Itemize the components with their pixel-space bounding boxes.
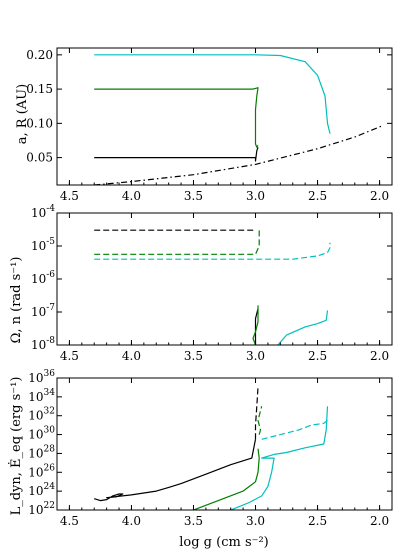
y-axis-label-top: a, R (AU) xyxy=(15,84,30,144)
y-tick-label: 10-7 xyxy=(31,303,55,319)
x-tick-label: 2.0 xyxy=(370,189,389,203)
x-tick-label: 4.0 xyxy=(122,514,141,528)
x-tick-label: 2.5 xyxy=(308,349,327,363)
y-tick-label: 0.15 xyxy=(26,82,53,96)
y-tick-label: 1028 xyxy=(28,444,55,460)
panel-luminosity: 4.5 4.0 3.5 3.0 2.5 2.0 1022 1024 1026 1028 1030 10… xyxy=(28,369,393,528)
plot-frame xyxy=(56,377,393,511)
series-line-1-3 xyxy=(254,308,259,345)
panel-angular-velocity: 4.5 4.0 3.5 3.0 2.5 2.0 10-8 10-7 10-6 10-5 10-4 xyxy=(31,204,393,363)
x-tick-label: 3.0 xyxy=(246,514,265,528)
series-line-2-2 xyxy=(230,406,329,510)
y-tick-label: 1034 xyxy=(28,388,55,404)
y-tick-label: 1024 xyxy=(28,482,55,498)
x-tick-label: 2.0 xyxy=(370,514,389,528)
series-line-2-1 xyxy=(193,448,260,510)
x-tick-label: 3.5 xyxy=(184,189,203,203)
plot-frame xyxy=(56,47,393,186)
y-axis-label-middle: Ω, n (rad s⁻¹) xyxy=(9,257,24,344)
y-tick-label: 10-8 xyxy=(31,336,55,352)
x-tick-label: 2.5 xyxy=(308,189,327,203)
x-tick-label: 3.0 xyxy=(246,349,265,363)
series-line-0-2 xyxy=(94,54,331,134)
x-axis-label: log g (cm s⁻²) xyxy=(179,535,269,550)
x-tick-label: 4.5 xyxy=(60,349,79,363)
y-tick-label: 1030 xyxy=(28,426,55,442)
x-tick-label: 2.5 xyxy=(308,514,327,528)
x-tick-label: 3.0 xyxy=(246,189,265,203)
y-tick-label: 1022 xyxy=(28,501,55,517)
y-axis-label-bottom: L_dyn, Ė_eq (erg s⁻¹) xyxy=(7,377,24,516)
y-tick-label: 0.05 xyxy=(26,151,53,165)
x-tick-label: 4.5 xyxy=(60,514,79,528)
x-tick-label: 4.5 xyxy=(60,189,79,203)
series-line-2-5 xyxy=(261,419,328,440)
y-tick-label: 10-5 xyxy=(31,237,55,253)
series-line-0-0 xyxy=(94,147,259,162)
series-line-2-3 xyxy=(254,387,259,440)
x-tick-label: 4.0 xyxy=(122,189,141,203)
y-tick-label: 1036 xyxy=(28,369,55,385)
series-line-1-5 xyxy=(277,310,329,345)
y-tick-label: 10-4 xyxy=(31,204,55,220)
y-tick-label: 0.20 xyxy=(26,48,53,62)
panel-orbit-radius: 4.5 4.0 3.5 3.0 2.5 2.0 0.05 0.10 0.15 0.20 xyxy=(26,47,393,203)
y-tick-label: 1032 xyxy=(28,407,55,423)
x-tick-label: 2.0 xyxy=(370,349,389,363)
series-line-2-4 xyxy=(257,406,263,435)
series-line-1-4 xyxy=(252,305,259,345)
x-tick-label: 4.0 xyxy=(122,349,141,363)
series-line-2-0 xyxy=(94,439,257,502)
plot-frame xyxy=(56,212,393,346)
x-tick-label: 3.5 xyxy=(184,514,203,528)
series-line-1-1 xyxy=(94,229,260,255)
series-line-1-2 xyxy=(94,242,331,260)
series-line-0-1 xyxy=(94,87,259,148)
y-tick-label: 1026 xyxy=(28,463,55,479)
series-line-0-3 xyxy=(94,124,384,185)
y-tick-label: 10-6 xyxy=(31,270,55,286)
y-tick-label: 0.10 xyxy=(26,116,53,130)
x-tick-label: 3.5 xyxy=(184,349,203,363)
